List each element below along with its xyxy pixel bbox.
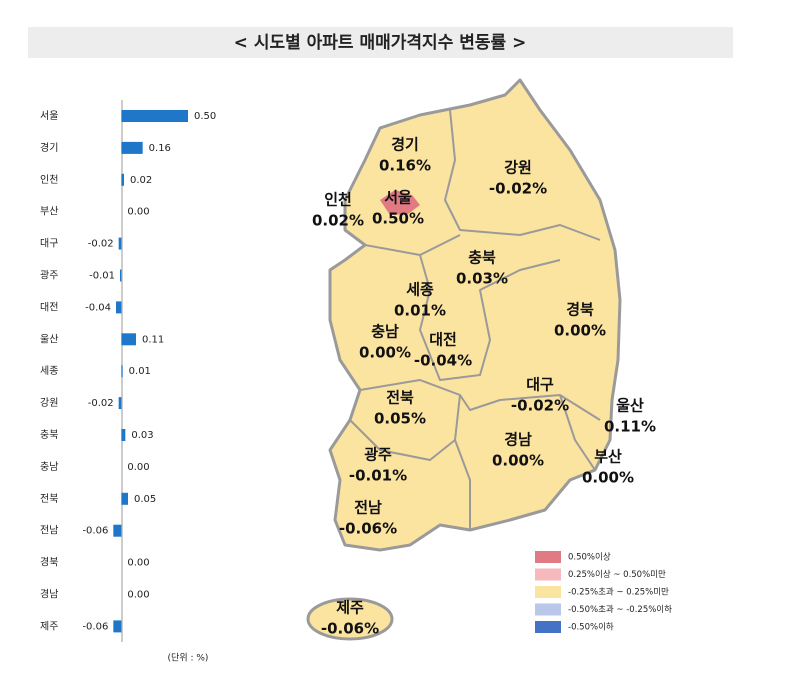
region-name: 전남 [354,499,382,517]
legend-label: -0.25%초과 ~ 0.25%미만 [568,588,669,598]
legend-swatch [535,586,561,598]
bar [113,620,122,633]
region-value: 0.50% [372,210,424,228]
region-value: 0.00% [359,344,411,362]
region-value: 0.00% [554,322,606,340]
region-name: 전북 [386,389,414,407]
legend-label: -0.50%이하 [568,622,614,633]
value-label: 0.00 [127,558,149,569]
category-label: 인천 [40,174,58,186]
region-value: -0.01% [349,467,407,485]
legend-swatch [535,551,561,563]
bar [121,173,124,186]
region-value: -0.06% [321,620,379,638]
region-value: 0.01% [394,302,446,320]
category-label: 제주 [40,620,58,632]
category-label: 경남 [40,588,58,601]
category-label: 서울 [40,110,58,122]
value-label: 0.02 [130,175,152,186]
category-label: 경기 [40,141,58,154]
value-label: 0.00 [127,590,149,601]
region-name: 대전 [429,331,457,349]
category-label: 전남 [40,525,58,537]
category-label: 부산 [40,206,58,218]
region-name: 서울 [384,189,412,207]
title-banner [28,27,733,58]
value-label: -0.06 [82,526,108,537]
bar [120,269,122,282]
category-label: 강원 [40,397,58,409]
legend-swatch [535,568,561,581]
legend-label: 0.25%이상 ~ 0.50%미만 [568,569,666,580]
value-label: 0.03 [131,430,153,441]
region-name: 강원 [504,159,532,177]
bar [121,492,128,505]
legend-label: 0.50%이상 [568,552,611,563]
region-name: 충남 [371,323,399,341]
category-label: 전북 [40,493,58,505]
category-label: 광주 [40,270,58,282]
value-label: -0.01 [89,271,115,282]
bar [121,333,136,346]
bar [121,141,143,154]
region-name: 충북 [468,249,496,267]
region-value: -0.02% [511,397,569,415]
value-label: 0.11 [142,334,164,345]
legend-swatch [535,621,561,633]
legend-swatch [535,603,561,616]
category-label: 울산 [40,333,58,345]
value-label: -0.06 [82,621,108,632]
region-name: 부산 [594,448,622,466]
category-label: 대구 [40,238,58,250]
value-label: 0.50 [194,111,216,122]
region-name: 제주 [336,599,364,617]
bar [113,524,122,537]
legend-label: -0.50%초과 ~ -0.25%이하 [568,604,672,615]
region-value: 0.03% [456,270,508,288]
region-value: -0.02% [489,180,547,198]
bar [118,397,122,410]
region-value: 0.05% [374,410,426,428]
value-label: -0.02 [88,398,114,409]
map [306,78,622,641]
category-label: 충북 [40,429,58,441]
region-value: 0.11% [604,418,656,436]
value-label: -0.04 [85,302,111,313]
region-name: 경기 [391,136,419,154]
value-label: 0.05 [134,494,156,505]
bar [116,301,122,314]
region-name: 경남 [504,431,532,449]
region-value: 0.16% [379,157,431,175]
value-label: 0.01 [129,366,151,377]
region-value: -0.06% [339,520,397,538]
region-value: 0.00% [492,452,544,470]
value-label: 0.00 [127,207,149,218]
region-value: -0.04% [414,352,472,370]
category-label: 경북 [40,556,58,569]
bar [118,237,122,250]
category-label: 충남 [40,461,58,473]
region-value: 0.02% [312,212,364,230]
bar [121,429,126,441]
region-name: 세종 [406,281,434,299]
seoul [380,190,420,215]
region-name: 광주 [364,446,392,464]
jeju [306,597,394,641]
region-name: 인천 [324,191,352,209]
bar [121,365,123,378]
chart-title: < 시도별 아파트 매매가격지수 변동률 > [234,33,527,53]
region-name: 울산 [616,397,644,415]
category-label: 세종 [40,365,58,377]
region-value: 0.00% [582,469,634,487]
value-label: 0.00 [127,462,149,473]
value-label: 0.16 [149,143,171,154]
region-name: 대구 [526,376,554,394]
region-name: 경북 [566,301,594,319]
value-label: -0.02 [88,239,114,250]
borders [349,109,601,530]
unit-note: (단위 : %) [168,653,209,664]
category-label: 대전 [40,301,58,313]
bar [121,110,188,122]
